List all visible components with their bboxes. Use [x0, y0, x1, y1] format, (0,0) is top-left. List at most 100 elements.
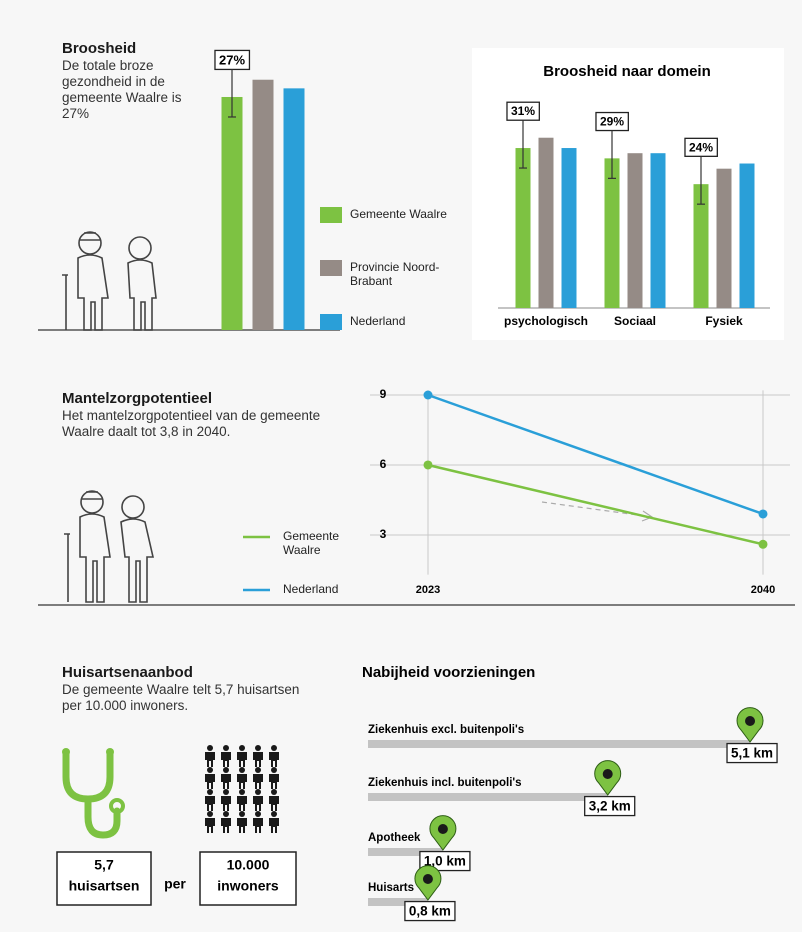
crowd-icon [205, 745, 279, 833]
pin-dot [438, 824, 448, 834]
category-label: Apotheek [368, 832, 421, 844]
x-tick-label: 2023 [416, 584, 440, 596]
person [269, 774, 279, 789]
per-label: per [164, 876, 186, 892]
person [221, 796, 231, 811]
category-label: Huisarts [368, 882, 414, 894]
bar [284, 88, 305, 330]
value-label: 0,8 km [409, 904, 451, 919]
chart-title: Broosheid naar domein [543, 63, 711, 80]
point [759, 540, 768, 549]
box-label: huisartsen [69, 878, 140, 894]
person [223, 767, 229, 773]
chart-subtitle: Het mantelzorgpotentieel van de gemeente… [62, 408, 362, 440]
person [239, 745, 245, 751]
point [424, 460, 433, 469]
person [205, 818, 215, 833]
person [271, 811, 277, 817]
person [237, 796, 247, 811]
infographic: 5,7 huisartsen per 10.000 inwoners Broos… [0, 0, 802, 932]
value-label: 29% [600, 115, 624, 129]
point [759, 509, 768, 518]
person [269, 818, 279, 833]
person [271, 745, 277, 751]
box-value: 5,7 [94, 857, 114, 873]
stethoscope-icon [66, 752, 123, 835]
stethoscope-tip [62, 748, 70, 756]
stethoscope-tip [106, 748, 114, 756]
person [271, 767, 277, 773]
box-label: inwoners [217, 878, 279, 894]
bar [368, 740, 750, 748]
page: {"chart_data": [ {"type": "bar", "title"… [0, 0, 802, 932]
legend-swatch [320, 260, 342, 276]
person [237, 752, 247, 767]
bar [605, 158, 620, 308]
bar [628, 153, 643, 308]
line [428, 395, 763, 514]
legend-swatch [320, 207, 342, 223]
x-tick-label: Sociaal [614, 314, 656, 328]
person [239, 767, 245, 773]
bar [516, 148, 531, 308]
person [269, 796, 279, 811]
value-label: 24% [689, 140, 713, 154]
person [223, 789, 229, 795]
legend-label: Provincie Noord-Brabant [350, 260, 450, 288]
bar [539, 138, 554, 308]
bar [651, 153, 666, 308]
person [221, 774, 231, 789]
y-tick-label: 6 [380, 457, 387, 471]
bar [368, 793, 608, 801]
legend-label: Gemeente Waalre [350, 207, 450, 221]
chart-title: Mantelzorgpotentieel [62, 390, 212, 407]
person [253, 752, 263, 767]
legend-swatch [320, 314, 342, 330]
chart-subtitle: De totale broze gezondheid in de gemeent… [62, 58, 202, 122]
pin-dot [423, 874, 433, 884]
pin-dot [745, 716, 755, 726]
chart-title: Nabijheid voorzieningen [362, 664, 535, 681]
legend-label: Nederland [350, 314, 450, 328]
person [255, 811, 261, 817]
person [237, 818, 247, 833]
person [205, 774, 215, 789]
person [253, 818, 263, 833]
person [223, 745, 229, 751]
person [253, 796, 263, 811]
value-label: 5,1 km [731, 746, 773, 761]
person [253, 774, 263, 789]
person [269, 752, 279, 767]
x-tick-label: Fysiek [705, 314, 743, 328]
bar [740, 164, 755, 308]
chart-title: Broosheid [62, 40, 136, 57]
section-title: Huisartsenaanbod [62, 664, 193, 681]
x-tick-label: 2040 [751, 584, 775, 596]
person [207, 811, 213, 817]
bar [253, 80, 274, 330]
value-label: 27% [219, 52, 245, 67]
x-tick-label: psychologisch [504, 314, 588, 328]
legend-label: Gemeente Waalre [283, 529, 353, 557]
point [424, 391, 433, 400]
person [239, 789, 245, 795]
person [207, 767, 213, 773]
box-value: 10.000 [227, 857, 270, 873]
person [205, 796, 215, 811]
huisartsen-boxes: 5,7 huisartsen per 10.000 inwoners [57, 852, 296, 905]
person [207, 789, 213, 795]
person [237, 774, 247, 789]
legend-label: Nederland [283, 582, 353, 596]
person [207, 745, 213, 751]
pin-dot [603, 769, 613, 779]
section-subtitle: De gemeente Waalre telt 5,7 huisartsen p… [62, 682, 322, 714]
person [205, 752, 215, 767]
person [255, 745, 261, 751]
person [255, 789, 261, 795]
bar [222, 97, 243, 330]
value-label: 3,2 km [589, 799, 631, 814]
value-label: 31% [511, 104, 535, 118]
y-tick-label: 9 [380, 387, 387, 401]
person [221, 818, 231, 833]
person [255, 767, 261, 773]
